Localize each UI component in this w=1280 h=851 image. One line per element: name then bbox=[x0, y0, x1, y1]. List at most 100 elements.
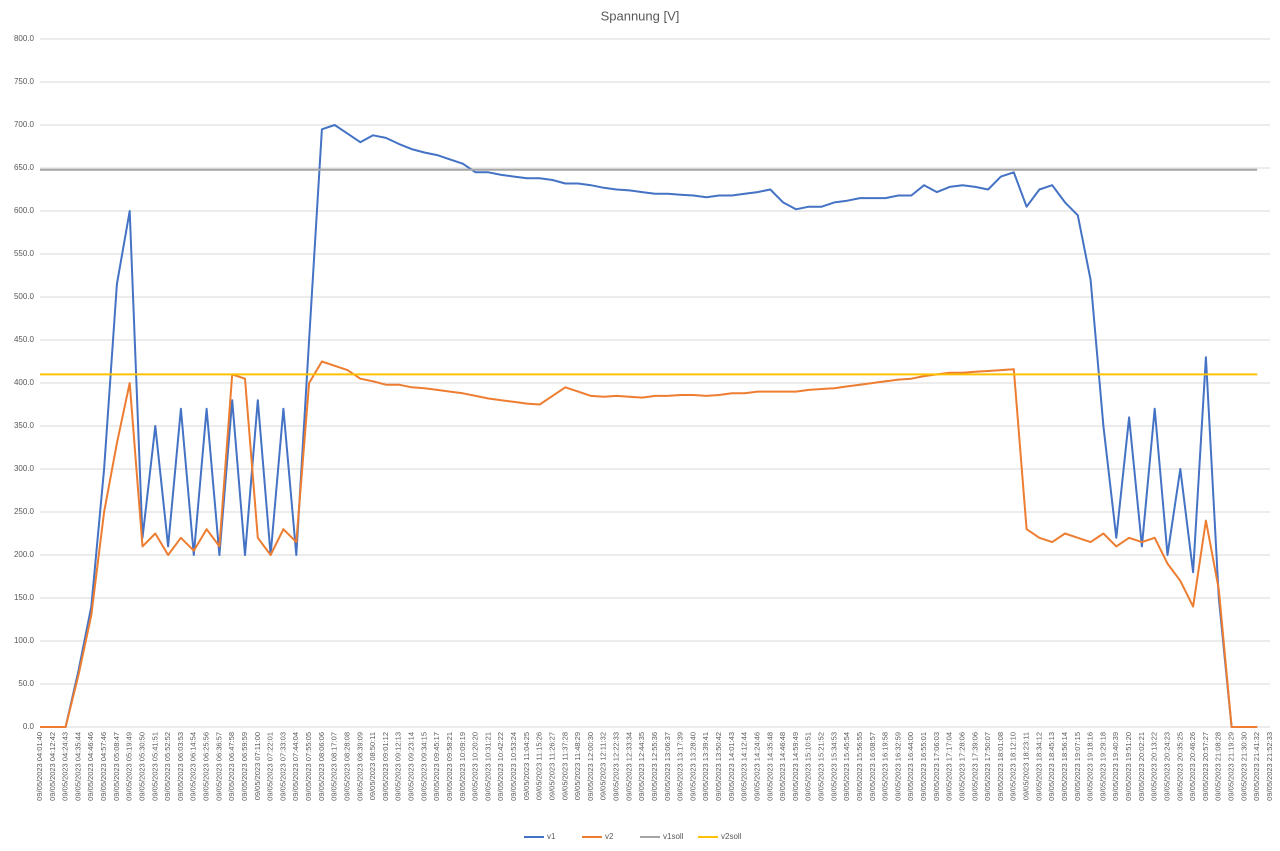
x-tick-label: 09/05/2023 20:13:22 bbox=[1150, 732, 1159, 801]
series-line bbox=[40, 360, 1258, 728]
x-tick-label: 09/05/2023 06:14:54 bbox=[189, 732, 198, 801]
x-tick-label: 09/05/2023 07:44:04 bbox=[291, 732, 300, 801]
x-tick-label: 09/05/2023 18:01:08 bbox=[996, 732, 1005, 801]
x-tick-label: 09/05/2023 21:08:28 bbox=[1214, 732, 1223, 801]
x-tick-label: 09/05/2023 18:23:11 bbox=[1022, 732, 1031, 800]
x-tick-label: 09/05/2023 08:50:11 bbox=[368, 732, 377, 800]
chart-title: Spannung [V] bbox=[601, 8, 680, 23]
x-tick-label: 09/05/2023 21:41:32 bbox=[1252, 732, 1261, 801]
x-tick-label: 09/05/2023 14:35:48 bbox=[765, 732, 774, 801]
x-tick-label: 09/05/2023 20:24:23 bbox=[1162, 732, 1171, 801]
y-tick-label: 0.0 bbox=[23, 722, 35, 731]
x-tick-label: 09/05/2023 08:39:09 bbox=[355, 732, 364, 801]
y-tick-label: 250.0 bbox=[14, 507, 35, 516]
y-tick-label: 150.0 bbox=[14, 593, 35, 602]
x-tick-label: 09/05/2023 11:15:26 bbox=[535, 732, 544, 800]
x-tick-label: 09/05/2023 11:48:29 bbox=[573, 732, 582, 800]
x-tick-label: 09/05/2023 18:56:14 bbox=[1060, 732, 1069, 801]
x-tick-label: 09/05/2023 10:53:24 bbox=[509, 732, 518, 801]
x-tick-label: 09/05/2023 06:47:58 bbox=[227, 732, 236, 801]
x-tick-label: 09/05/2023 21:30:30 bbox=[1239, 732, 1248, 801]
y-tick-label: 500.0 bbox=[14, 292, 35, 301]
x-tick-label: 09/05/2023 07:55:05 bbox=[304, 732, 313, 801]
x-tick-label: 09/05/2023 20:46:26 bbox=[1188, 732, 1197, 801]
x-tick-label: 09/05/2023 06:36:57 bbox=[214, 732, 223, 801]
x-tick-label: 09/05/2023 09:34:15 bbox=[419, 732, 428, 801]
x-tick-label: 09/05/2023 11:26:27 bbox=[547, 732, 556, 800]
x-tick-label: 09/05/2023 12:33:34 bbox=[624, 732, 633, 801]
x-tick-label: 09/05/2023 07:33:03 bbox=[278, 732, 287, 801]
legend-label: v1soll bbox=[663, 832, 684, 841]
x-tick-label: 09/05/2023 14:01:43 bbox=[727, 732, 736, 801]
x-tick-label: 09/05/2023 17:50:07 bbox=[983, 732, 992, 801]
x-tick-label: 09/05/2023 08:17:07 bbox=[330, 732, 339, 801]
x-tick-label: 09/05/2023 16:55:01 bbox=[919, 732, 928, 801]
y-tick-label: 600.0 bbox=[14, 206, 35, 215]
x-tick-label: 09/05/2023 04:01:40 bbox=[35, 732, 44, 801]
x-tick-label: 09/05/2023 06:25:56 bbox=[202, 732, 211, 801]
x-tick-label: 09/05/2023 14:12:44 bbox=[740, 732, 749, 801]
x-tick-label: 09/05/2023 09:01:12 bbox=[381, 732, 390, 801]
x-tick-label: 09/05/2023 11:04:25 bbox=[522, 732, 531, 800]
x-tick-label: 09/05/2023 17:17:04 bbox=[945, 732, 954, 801]
x-tick-label: 09/05/2023 18:34:12 bbox=[1034, 732, 1043, 801]
x-tick-label: 09/05/2023 16:19:58 bbox=[881, 732, 890, 801]
x-tick-label: 09/05/2023 17:39:06 bbox=[970, 732, 979, 801]
x-tick-label: 09/05/2023 04:46:46 bbox=[86, 732, 95, 801]
x-tick-label: 09/05/2023 09:58:21 bbox=[445, 732, 454, 801]
x-tick-label: 09/05/2023 09:12:13 bbox=[394, 732, 403, 801]
x-tick-label: 09/05/2023 05:30:50 bbox=[137, 732, 146, 801]
x-tick-label: 09/05/2023 14:24:46 bbox=[752, 732, 761, 801]
x-tick-label: 09/05/2023 06:59:59 bbox=[240, 732, 249, 801]
x-tick-label: 09/05/2023 13:39:41 bbox=[701, 732, 710, 801]
x-tick-label: 09/05/2023 12:44:35 bbox=[637, 732, 646, 801]
x-tick-label: 09/05/2023 04:12:42 bbox=[48, 732, 57, 801]
x-tick-label: 09/05/2023 19:18:16 bbox=[1086, 732, 1095, 801]
x-tick-label: 09/05/2023 16:44:00 bbox=[906, 732, 915, 801]
x-tick-label: 09/05/2023 07:11:00 bbox=[253, 732, 262, 800]
x-tick-label: 09/05/2023 08:28:08 bbox=[342, 732, 351, 801]
x-tick-label: 09/05/2023 13:28:40 bbox=[688, 732, 697, 801]
y-tick-label: 700.0 bbox=[14, 120, 35, 129]
x-tick-label: 09/05/2023 14:46:48 bbox=[778, 732, 787, 801]
x-tick-label: 09/05/2023 10:09:19 bbox=[458, 732, 467, 801]
y-tick-label: 50.0 bbox=[18, 679, 34, 688]
legend-label: v2 bbox=[605, 832, 614, 841]
x-tick-label: 09/05/2023 20:02:21 bbox=[1137, 732, 1146, 801]
x-tick-label: 09/05/2023 15:56:55 bbox=[855, 732, 864, 801]
y-tick-label: 300.0 bbox=[14, 464, 35, 473]
x-tick-label: 09/05/2023 18:45:13 bbox=[1047, 732, 1056, 801]
x-tick-label: 09/05/2023 21:19:29 bbox=[1227, 732, 1236, 801]
y-tick-label: 750.0 bbox=[14, 77, 35, 86]
y-tick-label: 200.0 bbox=[14, 550, 35, 559]
y-tick-label: 550.0 bbox=[14, 249, 35, 258]
legend-label: v2soll bbox=[721, 832, 742, 841]
x-tick-label: 09/05/2023 19:40:39 bbox=[1111, 732, 1120, 801]
x-tick-label: 09/05/2023 05:52:52 bbox=[163, 732, 172, 801]
x-tick-label: 09/05/2023 15:34:53 bbox=[829, 732, 838, 801]
x-tick-label: 09/05/2023 09:23:14 bbox=[407, 732, 416, 801]
x-tick-label: 09/05/2023 10:20:20 bbox=[471, 732, 480, 801]
x-tick-label: 09/05/2023 12:11:32 bbox=[599, 732, 608, 800]
x-tick-label: 09/05/2023 19:07:15 bbox=[1073, 732, 1082, 801]
x-tick-label: 09/05/2023 20:35:25 bbox=[1175, 732, 1184, 801]
x-tick-label: 09/05/2023 17:28:06 bbox=[957, 732, 966, 801]
x-tick-label: 09/05/2023 07:22:01 bbox=[266, 732, 275, 801]
x-tick-label: 09/05/2023 14:59:49 bbox=[791, 732, 800, 801]
legend-label: v1 bbox=[547, 832, 556, 841]
x-tick-label: 09/05/2023 18:12:10 bbox=[1009, 732, 1018, 801]
x-tick-label: 09/05/2023 06:03:53 bbox=[176, 732, 185, 801]
x-tick-label: 09/05/2023 13:17:39 bbox=[676, 732, 685, 801]
x-tick-label: 09/05/2023 04:35:44 bbox=[73, 732, 82, 801]
y-tick-label: 350.0 bbox=[14, 421, 35, 430]
x-tick-label: 09/05/2023 11:37:28 bbox=[560, 732, 569, 800]
x-tick-label: 09/05/2023 04:24:43 bbox=[61, 732, 70, 801]
x-tick-label: 09/05/2023 12:22:33 bbox=[612, 732, 621, 801]
x-tick-label: 09/05/2023 15:21:52 bbox=[817, 732, 826, 801]
y-tick-label: 100.0 bbox=[14, 636, 35, 645]
x-tick-label: 09/05/2023 10:31:21 bbox=[483, 732, 492, 801]
y-tick-label: 400.0 bbox=[14, 378, 35, 387]
y-tick-label: 800.0 bbox=[14, 34, 35, 43]
y-tick-label: 450.0 bbox=[14, 335, 35, 344]
